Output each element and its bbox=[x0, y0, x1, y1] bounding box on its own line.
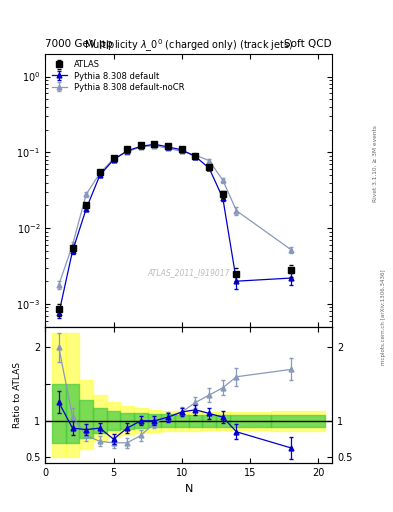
X-axis label: N: N bbox=[184, 484, 193, 494]
Text: Soft QCD: Soft QCD bbox=[285, 38, 332, 49]
Legend: ATLAS, Pythia 8.308 default, Pythia 8.308 default-noCR: ATLAS, Pythia 8.308 default, Pythia 8.30… bbox=[50, 58, 187, 94]
Text: 7000 GeV pp: 7000 GeV pp bbox=[45, 38, 113, 49]
Text: ATLAS_2011_I919017: ATLAS_2011_I919017 bbox=[147, 268, 230, 276]
Text: Rivet 3.1.10, ≥ 3M events: Rivet 3.1.10, ≥ 3M events bbox=[373, 125, 378, 202]
Y-axis label: Ratio to ATLAS: Ratio to ATLAS bbox=[13, 362, 22, 428]
Title: Multiplicity $\lambda\_0^0$ (charged only) (track jets): Multiplicity $\lambda\_0^0$ (charged onl… bbox=[84, 37, 294, 54]
Text: mcplots.cern.ch [arXiv:1306.3436]: mcplots.cern.ch [arXiv:1306.3436] bbox=[381, 270, 386, 365]
